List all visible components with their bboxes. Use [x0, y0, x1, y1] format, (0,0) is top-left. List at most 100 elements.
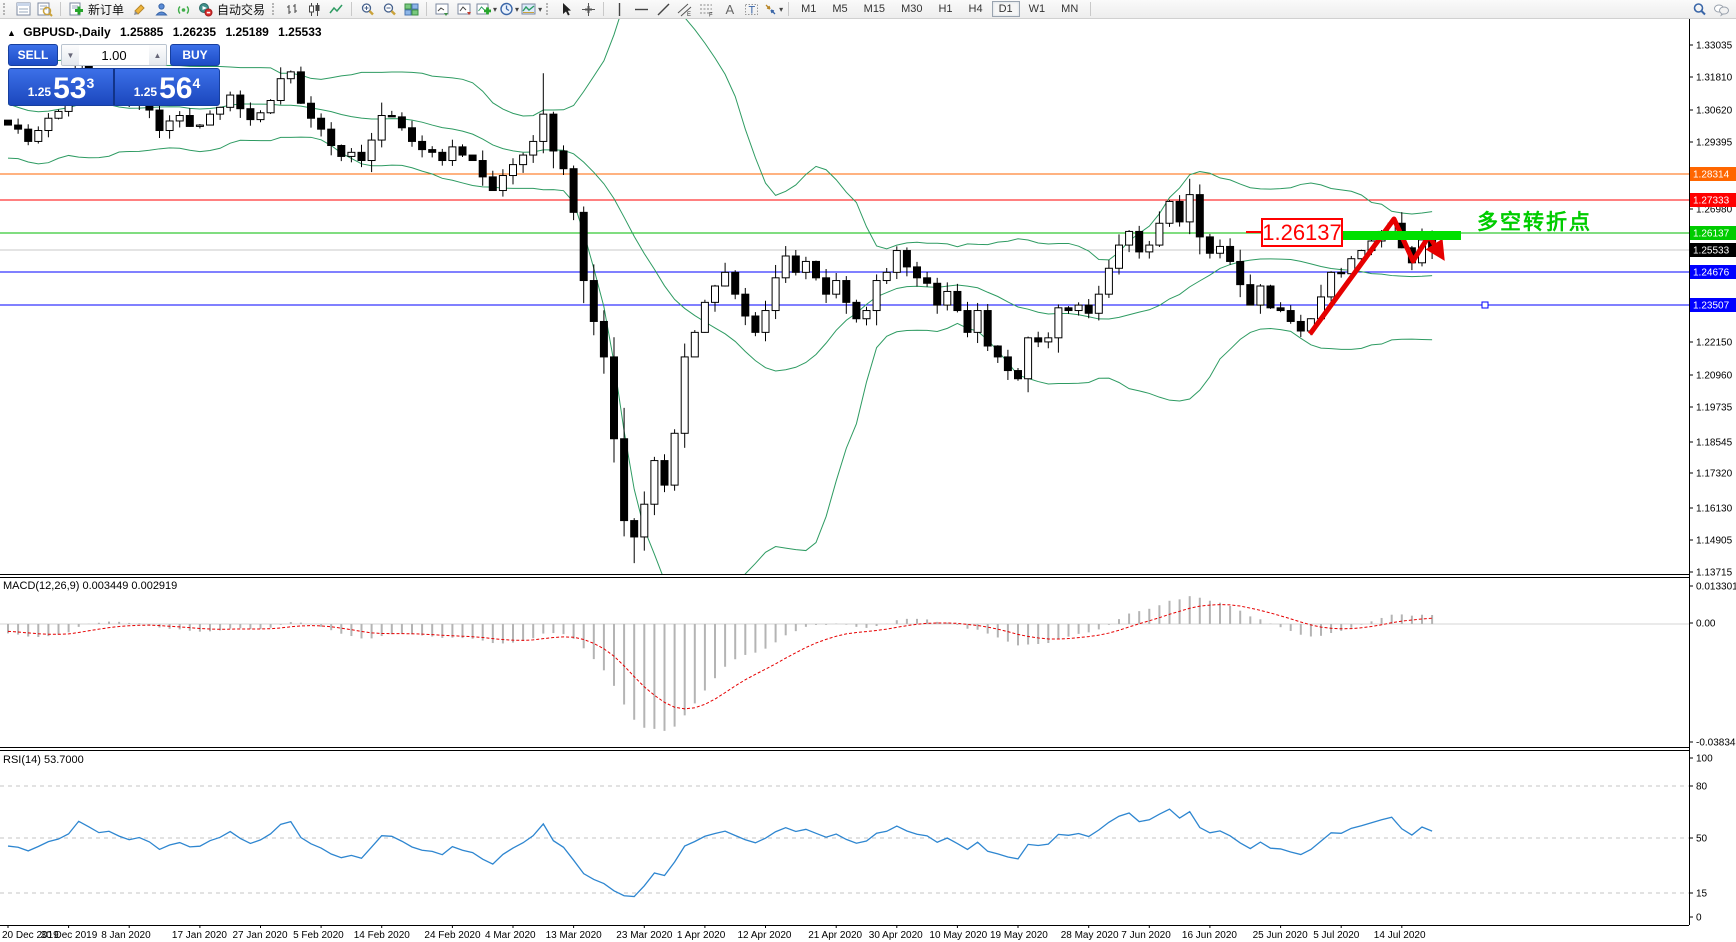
svg-text:1.19735: 1.19735 [1696, 403, 1733, 414]
chart-list-icon[interactable] [12, 1, 34, 17]
price-badge-1.24676 [1690, 265, 1736, 279]
svg-text:1.20960: 1.20960 [1696, 371, 1733, 382]
buy-button[interactable]: BUY [170, 44, 220, 66]
volume-up-button[interactable]: ▲ [149, 45, 166, 65]
market-watch-icon[interactable] [34, 1, 56, 17]
svg-text:80: 80 [1696, 782, 1708, 793]
tf-m5-button[interactable]: M5 [832, 3, 848, 15]
zigzag-arrow[interactable] [1307, 216, 1445, 336]
svg-text:1.13715: 1.13715 [1696, 568, 1733, 579]
tf-h1-button[interactable]: H1 [938, 3, 953, 15]
volume-down-button[interactable]: ▼ [62, 45, 79, 65]
arrows-tool-icon[interactable]: ▾ [762, 1, 784, 17]
search-icon[interactable] [1688, 1, 1710, 17]
new-order-icon[interactable] [65, 1, 87, 17]
toolbar-handle[interactable] [3, 3, 9, 15]
bollinger-bands [7, 18, 1433, 574]
price-axis[interactable]: 1.33035 1.31810 1.30620 1.29395 1.26980 1.221… [1689, 18, 1736, 926]
profiles-icon[interactable] [150, 1, 172, 17]
turning-point-label[interactable]: 多空转折点 [1477, 210, 1592, 234]
text-tool-icon[interactable]: A [718, 1, 740, 17]
svg-text:1.29395: 1.29395 [1696, 138, 1733, 149]
svg-text:0.00: 0.00 [1696, 619, 1716, 630]
channel-tool-icon[interactable]: E [674, 1, 696, 17]
svg-text:100: 100 [1696, 754, 1713, 765]
autotrading-label[interactable]: 自动交易 [217, 2, 266, 17]
bar-chart-mode-icon[interactable] [281, 1, 303, 17]
buy-price-big: 56 [159, 72, 193, 105]
svg-text:7 Jun 2020: 7 Jun 2020 [1121, 930, 1171, 941]
buy-price[interactable]: 1.25 56 4 [115, 69, 219, 105]
tf-m1-button[interactable]: M1 [801, 3, 817, 15]
tf-w1-button[interactable]: W1 [1028, 3, 1046, 15]
svg-text:15: 15 [1696, 889, 1708, 900]
ohlc-high: 1.26235 [172, 25, 217, 39]
tf-d1-button[interactable]: D1 [991, 1, 1020, 17]
zoom-in-icon[interactable] [356, 1, 378, 17]
sell-price[interactable]: 1.25 53 3 [9, 69, 115, 105]
tf-mn-button[interactable]: MN [1061, 3, 1079, 15]
line-chart-mode-icon[interactable] [325, 1, 347, 17]
ohlc-close: 1.25533 [278, 25, 322, 39]
styler-icon[interactable] [128, 1, 150, 17]
svg-text:19 May 2020: 19 May 2020 [990, 930, 1048, 941]
navigator-icon[interactable] [453, 1, 475, 17]
hline-handle[interactable] [1481, 301, 1489, 309]
vertical-line-tool-icon[interactable] [608, 1, 630, 17]
svg-text:30 Apr 2020: 30 Apr 2020 [869, 930, 923, 941]
tile-windows-icon[interactable] [400, 1, 422, 17]
buy-price-prefix: 1.25 [133, 85, 158, 99]
svg-text:F: F [709, 12, 713, 17]
price-callout-box[interactable] [1261, 218, 1343, 247]
svg-text:27 Jan 2020: 27 Jan 2020 [233, 930, 288, 941]
svg-text:1 Apr 2020: 1 Apr 2020 [677, 930, 726, 941]
svg-text:10 May 2020: 10 May 2020 [929, 930, 987, 941]
tf-m15-button[interactable]: M15 [863, 3, 886, 15]
signals-icon[interactable] [172, 1, 194, 17]
candlestick-series [4, 54, 1437, 564]
svg-text:16 Jun 2020: 16 Jun 2020 [1182, 930, 1237, 941]
svg-text:30 Dec 2019: 30 Dec 2019 [41, 930, 98, 941]
horizontal-line-tool-icon[interactable] [630, 1, 652, 17]
volume-value[interactable]: 1.00 [101, 47, 127, 63]
fibonacci-tool-icon[interactable]: F [696, 1, 718, 17]
volume-stepper: ▼ 1.00 ▲ [61, 44, 167, 66]
periods-icon[interactable]: ▾ [498, 1, 520, 17]
tf-h4-button[interactable]: H4 [968, 3, 983, 15]
svg-text:A: A [725, 2, 734, 17]
candlestick-mode-icon[interactable] [303, 1, 325, 17]
svg-text:14 Feb 2020: 14 Feb 2020 [354, 930, 411, 941]
chat-icon[interactable] [1710, 1, 1732, 17]
ohlc-open: 1.25885 [119, 25, 164, 39]
pane-frame [0, 574, 1736, 926]
svg-text:1.28314: 1.28314 [1693, 170, 1730, 181]
autotrading-icon[interactable] [194, 1, 216, 17]
sell-price-big: 53 [53, 72, 87, 105]
cursor-tool-icon[interactable] [555, 1, 577, 17]
templates-icon[interactable]: ▾ [520, 1, 543, 17]
svg-text:1.16130: 1.16130 [1696, 504, 1733, 515]
zoom-out-icon[interactable] [378, 1, 400, 17]
svg-text:0: 0 [1696, 913, 1702, 924]
svg-text:5 Feb 2020: 5 Feb 2020 [293, 930, 344, 941]
green-level-bar[interactable] [1341, 231, 1461, 240]
symbol-period-label: GBPUSD-,Daily [23, 25, 111, 39]
add-indicator-icon[interactable]: ▾ [475, 1, 498, 17]
crosshair-tool-icon[interactable] [577, 1, 599, 17]
sell-button[interactable]: SELL [8, 44, 58, 66]
collapse-arrow-icon[interactable]: ▲ [7, 28, 16, 38]
svg-text:1.22150: 1.22150 [1696, 338, 1733, 349]
chart-title: ▲ GBPUSD-,Daily 1.25885 1.26235 1.25189 … [7, 25, 328, 39]
svg-text:21 Apr 2020: 21 Apr 2020 [808, 930, 862, 941]
tf-m30-button[interactable]: M30 [901, 3, 923, 15]
new-order-label[interactable]: 新订单 [88, 2, 125, 17]
text-label-tool-icon[interactable]: T [740, 1, 762, 17]
svg-text:1.24676: 1.24676 [1693, 268, 1730, 279]
trendline-tool-icon[interactable] [652, 1, 674, 17]
data-window-icon[interactable] [431, 1, 453, 17]
svg-text:1.33035: 1.33035 [1696, 41, 1733, 52]
rsi-indicator [0, 785, 1689, 898]
svg-text:1.14905: 1.14905 [1696, 536, 1733, 547]
